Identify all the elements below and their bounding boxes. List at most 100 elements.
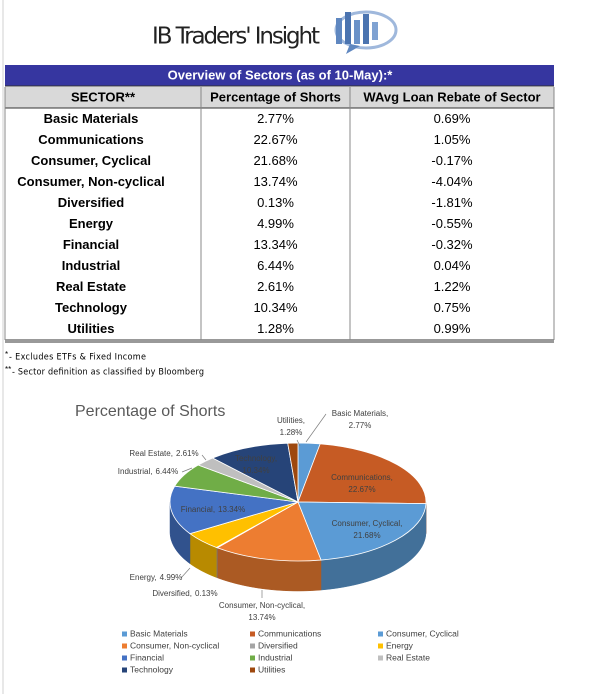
legend-label: Industrial: [258, 652, 293, 662]
data-label-value: 22.67%: [348, 485, 375, 494]
table-cell: 1.05%: [434, 132, 471, 147]
legend-swatch: [122, 667, 127, 673]
table-cell: -1.81%: [431, 195, 473, 210]
data-label-value: 13.34%: [218, 505, 245, 514]
data-label-category: Technology: [235, 454, 275, 463]
table-cell: 0.75%: [434, 300, 471, 315]
sector-name: Consumer, Non-cyclical: [17, 174, 164, 189]
sector-name: Financial: [63, 237, 119, 252]
table-cell: 2.77%: [257, 111, 294, 126]
sector-name: Communications: [38, 132, 143, 147]
data-label-value: 10.34%: [242, 466, 269, 475]
table-cell: 2.61%: [257, 279, 294, 294]
sector-name: Technology: [55, 300, 128, 315]
pie-slice: [287, 442, 299, 503]
data-label: Industrial, 6.44%: [118, 467, 178, 476]
note-text: - Excludes ETFs & Fixed Income: [9, 353, 146, 363]
data-label-separator: ,: [190, 589, 192, 598]
sector-name: Diversified: [58, 195, 125, 210]
legend-swatch: [250, 667, 255, 673]
data-label-separator: ,: [386, 409, 388, 418]
leader-line: [181, 467, 193, 473]
table-cell: 4.99%: [257, 216, 294, 231]
column-header: WAvg Loan Rebate of Sector: [363, 89, 540, 104]
sector-name: Utilities: [68, 321, 115, 336]
data-label-value: 2.77%: [349, 421, 372, 430]
data-label-category: Consumer, Non-cyclical: [219, 601, 303, 610]
legend-label: Communications: [258, 628, 321, 638]
legend-label: Utilities: [258, 664, 285, 674]
table-cell: 6.44%: [257, 258, 294, 273]
legend-label: Diversified: [258, 640, 298, 650]
data-label-category: Consumer, Cyclical: [332, 519, 401, 528]
legend-label: Technology: [130, 664, 174, 674]
logo: [334, 10, 398, 54]
legend-swatch: [122, 655, 127, 661]
table-cell: -0.17%: [431, 153, 473, 168]
pie-slice: [297, 501, 427, 561]
legend-swatch: [250, 631, 255, 637]
sector-name: Industrial: [62, 258, 121, 273]
pie-sides: [169, 501, 427, 592]
data-label: Real Estate, 2.61%: [129, 449, 198, 458]
data-label-value: 13.74%: [248, 613, 275, 622]
table-cell: 13.74%: [253, 174, 298, 189]
data-label: Technology, 10.34%: [235, 454, 277, 475]
leader-line: [305, 413, 327, 443]
data-label-separator: ,: [150, 467, 152, 476]
data-label: Energy, 4.99%: [130, 573, 183, 582]
data-label: Consumer, Cyclical, 21.68%: [332, 519, 403, 540]
sector-name: Energy: [69, 216, 114, 231]
data-label: Basic Materials, 2.77%: [332, 409, 388, 430]
legend-swatch: [378, 631, 383, 637]
data-label-separator: ,: [400, 519, 402, 528]
data-label-separator: ,: [171, 449, 173, 458]
note-text: - Sector definition as classified by Blo…: [12, 368, 204, 378]
table-cell: 0.13%: [257, 195, 294, 210]
pie-tops: [169, 442, 427, 562]
legend-swatch: [250, 655, 255, 661]
data-label-separator: ,: [303, 601, 305, 610]
data-label: Consumer, Non-cyclical, 13.74%: [219, 601, 305, 622]
table-cell: -0.55%: [431, 216, 473, 231]
sector-name: Basic Materials: [44, 111, 139, 126]
table-cell: 10.34%: [253, 300, 298, 315]
note-mark: **: [5, 365, 11, 374]
brand-title: IB Traders' Insight: [152, 24, 320, 50]
legend-label: Consumer, Cyclical: [386, 628, 459, 638]
data-label: Diversified, 0.13%: [152, 589, 217, 598]
legend-swatch: [250, 643, 255, 649]
legend-label: Real Estate: [386, 652, 430, 662]
table-title: Overview of Sectors (as of 10-May):*: [168, 67, 394, 82]
data-label-category: Utilities: [277, 416, 303, 425]
table-cell: 0.99%: [434, 321, 471, 336]
data-label-separator: ,: [154, 573, 156, 582]
data-label-value: 4.99%: [160, 573, 183, 582]
chart-title: Percentage of Shorts: [75, 403, 225, 420]
data-label-category: Communications: [331, 473, 391, 482]
pie-slice: [216, 501, 322, 562]
data-label: Financial, 13.34%: [181, 505, 245, 514]
data-label-separator: ,: [303, 416, 305, 425]
legend-label: Consumer, Non-cyclical: [130, 640, 219, 650]
note-mark: *: [5, 350, 8, 359]
pie-slice: [297, 443, 427, 505]
data-label-category: Basic Materials: [332, 409, 386, 418]
data-label-category: Real Estate: [129, 449, 171, 458]
data-label-value: 21.68%: [353, 531, 380, 540]
sector-name: Consumer, Cyclical: [31, 153, 151, 168]
data-label-separator: ,: [275, 454, 277, 463]
table-header-bg: [5, 87, 554, 108]
table-cell: -4.04%: [431, 174, 473, 189]
leader-line: [180, 567, 191, 579]
table-cell: 21.68%: [253, 153, 298, 168]
table-title-bar: [5, 65, 554, 86]
data-label-value: 0.13%: [195, 589, 218, 598]
leader-line: [201, 454, 207, 461]
table-cell: 0.69%: [434, 111, 471, 126]
column-header: SECTOR**: [71, 89, 136, 104]
table-cell: 0.04%: [434, 258, 471, 273]
data-label-value: 1.28%: [280, 428, 303, 437]
data-label-category: Energy: [130, 573, 155, 582]
